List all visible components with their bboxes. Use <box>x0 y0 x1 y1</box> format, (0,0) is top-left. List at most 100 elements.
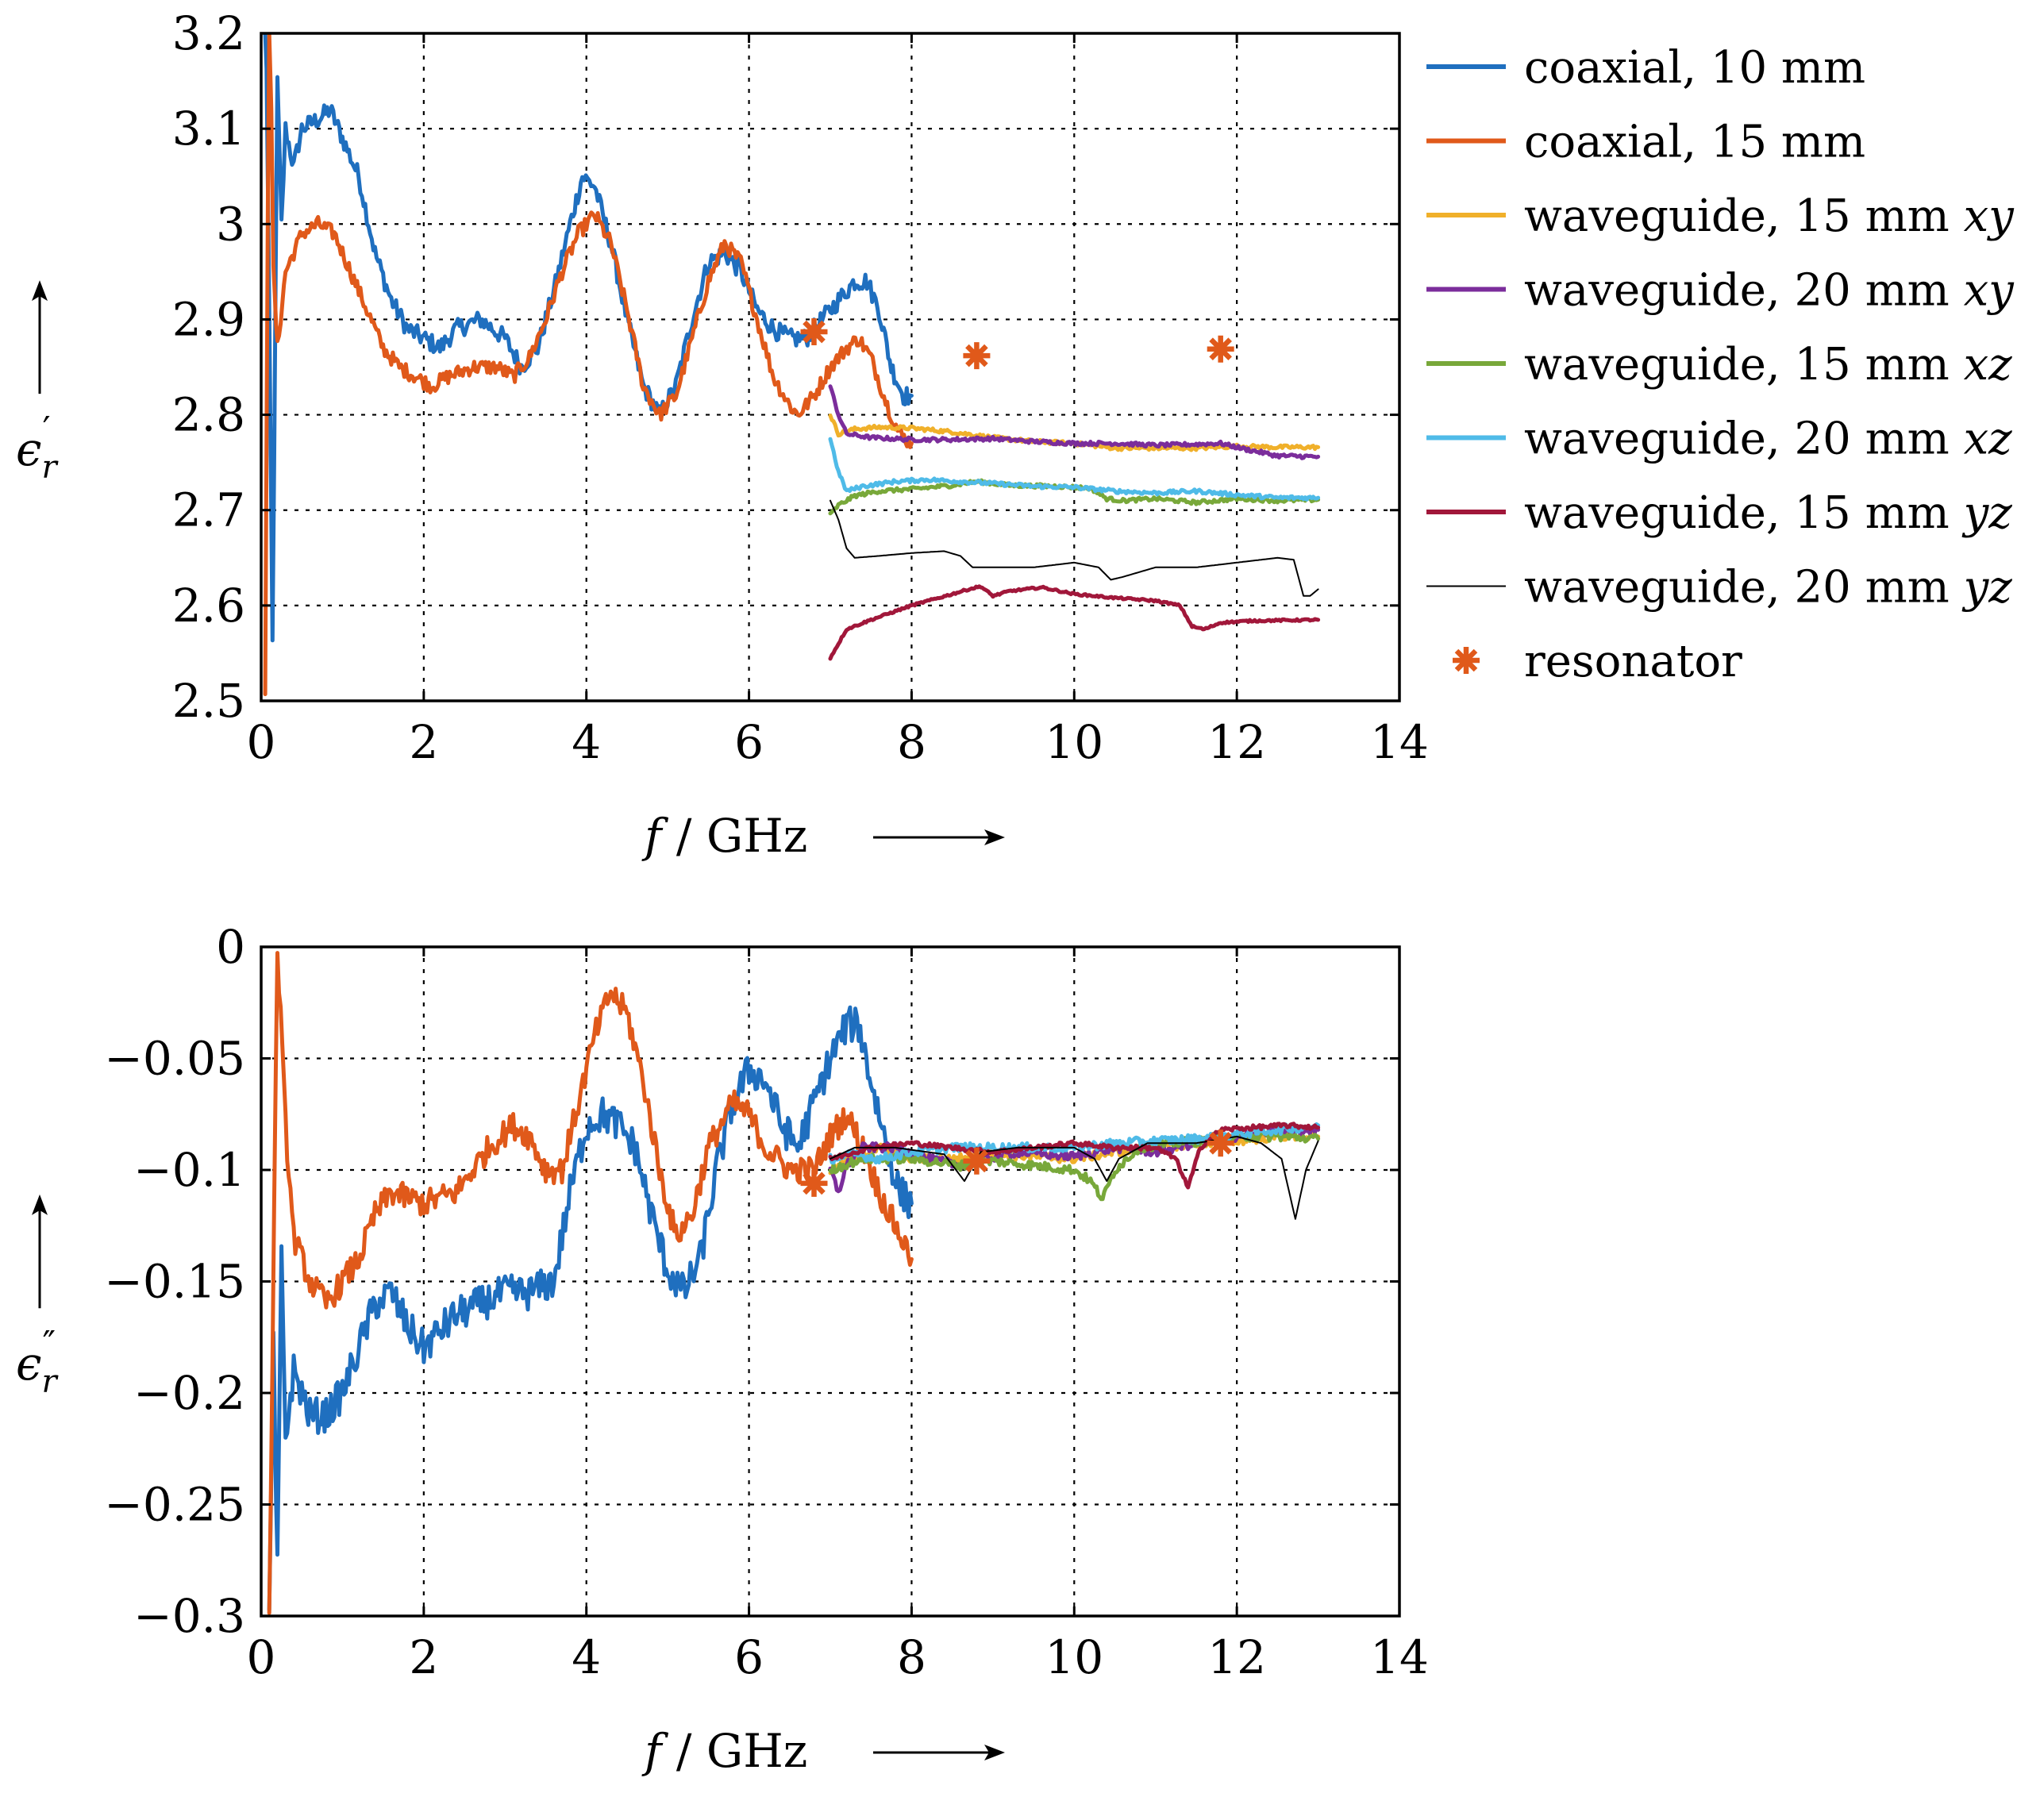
legend-marker-star <box>1453 647 1480 674</box>
plot-imaginary-permittivity: 0 2 4 6 8 10 12 14 −0.3 −0.25 −0.2 −0.15 −0.1 −0.05 0 f… <box>16 920 1429 1778</box>
series-wg20xz-line <box>828 1122 1321 1165</box>
y-axis-subscript: r <box>41 449 59 486</box>
x-tick-label: 8 <box>897 715 926 769</box>
y-tick-label: −0.05 <box>104 1032 245 1086</box>
series-wg20xz-line <box>828 437 1321 502</box>
y-tick-label: 2.8 <box>172 388 245 442</box>
y-tick-label: −0.1 <box>133 1143 245 1197</box>
series-coax10-line <box>263 33 914 643</box>
x-axis-arrow-head <box>984 1745 1005 1760</box>
y-tick-label: 3.1 <box>172 102 245 156</box>
x-axis-arrow-head <box>984 829 1005 845</box>
x-tick-label: 2 <box>409 715 438 769</box>
legend-label-plane: xz <box>1950 339 2012 391</box>
x-tick-label: 2 <box>409 1630 438 1684</box>
y-tick-label: −0.15 <box>104 1255 245 1309</box>
y-axis-arrow-head <box>32 1194 48 1215</box>
x-tick-label: 14 <box>1370 715 1429 769</box>
x-tick-label: 10 <box>1045 715 1103 769</box>
legend-label: resonator <box>1524 636 1742 687</box>
legend-label: waveguide, 15 mm yz <box>1524 487 2012 539</box>
legend-label: waveguide, 20 mm xy <box>1524 265 2015 317</box>
legend-item-wg15xy: waveguide, 15 mm xy <box>1426 190 2015 242</box>
legend-label-text: coaxial, 15 mm <box>1524 117 1865 168</box>
legend-label-plane: xy <box>1950 265 2015 317</box>
resonator-marker <box>800 1169 828 1197</box>
y-tick-label: 3 <box>216 197 245 251</box>
legend-label: coaxial, 10 mm <box>1524 42 1865 94</box>
x-tick-label: 14 <box>1370 1630 1429 1684</box>
legend-label-text: waveguide, 15 mm <box>1524 190 1950 242</box>
legend-label-text: coaxial, 10 mm <box>1524 42 1865 94</box>
series-coax15-line <box>263 33 914 697</box>
y-axis-label: ϵr′ <box>16 410 59 486</box>
legend-item-wg20xz: waveguide, 20 mm xz <box>1426 414 2012 465</box>
x-tick-label: 12 <box>1207 715 1266 769</box>
legend-label-text: waveguide, 15 mm <box>1524 487 1950 539</box>
legend-label-plane: yz <box>1950 562 2012 614</box>
y-axis-label: ϵr″ <box>16 1324 59 1400</box>
legend-item-wg20yz: waveguide, 20 mm yz <box>1426 562 2012 614</box>
legend-label: waveguide, 15 mm xz <box>1524 339 2012 391</box>
series-wg15yz-line <box>828 1122 1321 1190</box>
x-axis-unit: / GHz <box>661 809 807 863</box>
legend-label-plane: yz <box>1950 487 2012 539</box>
y-tick-label: −0.2 <box>133 1366 245 1420</box>
series-group <box>263 33 1321 697</box>
y-tick-label: 3.2 <box>172 6 245 60</box>
x-axis-unit: / GHz <box>661 1724 807 1778</box>
x-tick-label: 0 <box>247 1630 276 1684</box>
plot-real-permittivity: 0 2 4 6 8 10 12 14 2.5 2.6 2.7 2.8 2.9 3 3.1 3.2 f / GHz… <box>16 6 1429 863</box>
y-tick-label: 2.6 <box>172 579 245 633</box>
series-wg20yz-line <box>830 499 1319 597</box>
legend-label: waveguide, 15 mm xy <box>1524 190 2015 242</box>
legend-item-resonator: resonator <box>1453 636 1742 687</box>
x-tick-label: 8 <box>897 1630 926 1684</box>
y-tick-label: 0 <box>216 920 245 974</box>
x-tick-label: 0 <box>247 715 276 769</box>
legend: coaxial, 10 mm coaxial, 15 mm waveguide, 1… <box>1426 42 2015 687</box>
series-wg15yz-line <box>828 584 1321 661</box>
legend-label-plane: xz <box>1950 414 2012 465</box>
legend-item-coax15: coaxial, 15 mm <box>1426 117 1865 168</box>
legend-label-text: waveguide, 20 mm <box>1524 414 1950 465</box>
x-tick-label: 4 <box>572 715 601 769</box>
legend-item-wg15yz: waveguide, 15 mm yz <box>1426 487 2012 539</box>
legend-label: coaxial, 15 mm <box>1524 117 1865 168</box>
series-wg20yz-line <box>830 1135 1319 1220</box>
resonator-marker <box>800 318 828 345</box>
y-axis-arrow-head <box>32 280 48 302</box>
grid <box>261 947 1399 1616</box>
legend-item-coax10: coaxial, 10 mm <box>1426 42 1865 94</box>
series-wg20xy-line <box>828 384 1321 460</box>
x-axis-label: f / GHz <box>641 809 807 863</box>
legend-label-text: resonator <box>1524 636 1742 687</box>
x-tick-label: 6 <box>734 1630 764 1684</box>
y-axis-subscript: r <box>41 1364 59 1400</box>
series-group <box>267 951 1321 1615</box>
legend-label-text: waveguide, 20 mm <box>1524 562 1950 614</box>
y-axis-symbol: ϵ <box>16 1337 41 1391</box>
legend-item-wg15xz: waveguide, 15 mm xz <box>1426 339 2012 391</box>
resonator-marker <box>1207 335 1234 363</box>
y-axis-prime: ′ <box>43 410 51 450</box>
legend-label-plane: xy <box>1950 190 2015 242</box>
legend-label: waveguide, 20 mm yz <box>1524 562 2012 614</box>
y-axis-symbol: ϵ <box>16 422 41 476</box>
resonator-marker <box>963 1147 991 1175</box>
y-tick-label: 2.5 <box>172 674 245 728</box>
y-tick-label: 2.9 <box>172 292 245 346</box>
series-coax10-line <box>267 1005 914 1612</box>
x-tick-label: 4 <box>572 1630 601 1684</box>
y-tick-label: −0.25 <box>104 1478 245 1532</box>
plot-frame <box>260 32 1401 702</box>
x-tick-label: 10 <box>1045 1630 1103 1684</box>
x-tick-label: 12 <box>1207 1630 1266 1684</box>
x-tick-label: 6 <box>734 715 764 769</box>
legend-label-text: waveguide, 20 mm <box>1524 265 1950 317</box>
legend-item-wg20xy: waveguide, 20 mm xy <box>1426 265 2015 317</box>
resonator-marker <box>963 342 991 370</box>
legend-label: waveguide, 20 mm xz <box>1524 414 2012 465</box>
x-axis-label: f / GHz <box>641 1724 807 1778</box>
